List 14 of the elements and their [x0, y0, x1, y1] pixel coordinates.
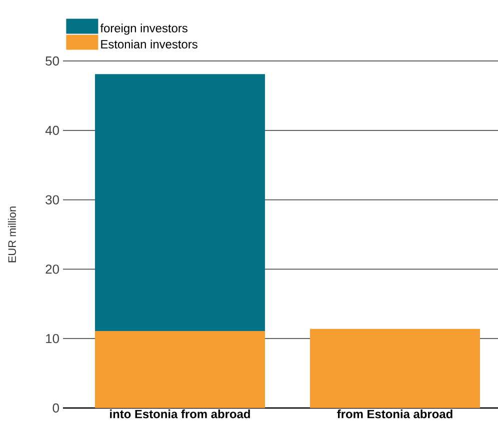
x-tick-label: from Estonia abroad [337, 410, 452, 418]
y-axis-title: EUR million [8, 206, 16, 262]
legend-label: foreign investors [100, 24, 188, 35]
y-tick-label: 20 [46, 264, 59, 274]
x-tick-label: into Estonia from abroad [110, 410, 250, 418]
y-tick-label: 40 [45, 126, 59, 135]
bar [310, 328, 480, 408]
y-tick-label: 50 [46, 56, 59, 66]
bar [94, 74, 265, 331]
y-tick-label: 30 [46, 195, 59, 204]
y-tick-label: 0 [52, 403, 59, 413]
bar [94, 330, 265, 408]
legend-label: Estonian investors [101, 40, 198, 48]
y-tick-label: 10 [46, 334, 59, 344]
